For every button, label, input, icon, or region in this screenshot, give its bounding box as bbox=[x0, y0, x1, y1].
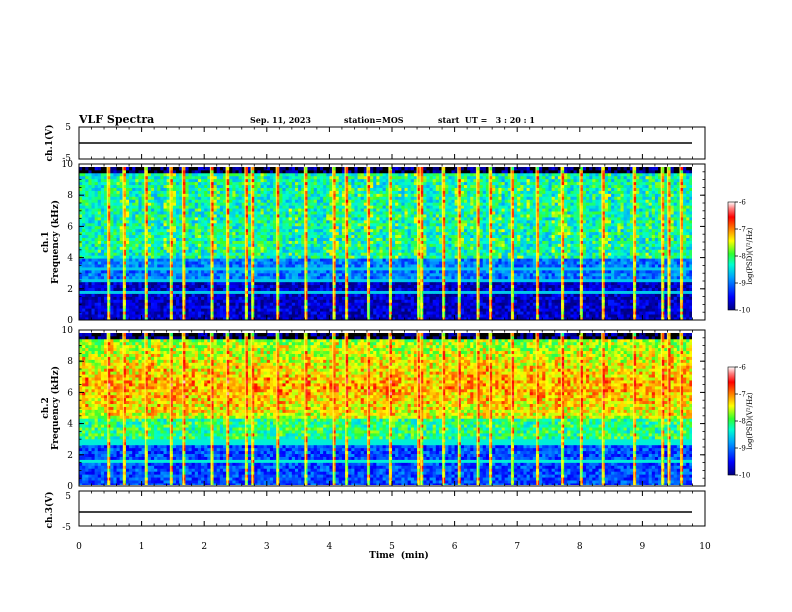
ch1-colorbar-gradient bbox=[727, 201, 736, 311]
ch1-colorbar: -6 -7 -8 -9 -10 log(PSD)(V²/Hz) bbox=[727, 199, 754, 315]
ytick-label: 6 bbox=[67, 222, 73, 232]
ytick-label: 2 bbox=[67, 285, 73, 295]
ch2-spectrogram-panel: 0 2 4 6 8 10 ch.2 Frequency (kHz) bbox=[41, 326, 706, 492]
ch2-colorbar-gradient bbox=[727, 366, 736, 476]
ch1-ytick-bottom: -5 bbox=[62, 154, 71, 164]
ch2-colorbar-label: log(PSD)(V²/Hz) bbox=[746, 392, 754, 449]
ytick-label: 8 bbox=[67, 357, 73, 367]
colorbar-tick-label: -7 bbox=[739, 226, 746, 234]
ytick-label: 10 bbox=[62, 160, 74, 170]
ch3-voltage-frame bbox=[78, 490, 706, 527]
colorbar-tick-label: -6 bbox=[739, 199, 746, 207]
xtick-label: 10 bbox=[699, 542, 711, 552]
ytick-label: 8 bbox=[67, 191, 73, 201]
xtick-label: 5 bbox=[389, 542, 395, 552]
x-axis-label: Time (min) bbox=[369, 550, 429, 561]
ch3-ytick-top: 5 bbox=[65, 492, 71, 502]
xtick-label: 3 bbox=[264, 542, 270, 552]
ytick-label: 4 bbox=[67, 254, 73, 264]
ch1-spectrogram-ylabel-channel: ch.1 bbox=[41, 231, 51, 252]
ch2-colorbar: -6 -7 -8 -9 -10 log(PSD)(V²/Hz) bbox=[727, 364, 754, 480]
colorbar-tick-label: -9 bbox=[739, 280, 746, 288]
xtick-label: 7 bbox=[514, 542, 520, 552]
xtick-label: 2 bbox=[201, 542, 207, 552]
xtick-label: 9 bbox=[640, 542, 646, 552]
colorbar-tick-label: -10 bbox=[739, 307, 750, 315]
ytick-label: 4 bbox=[67, 420, 73, 430]
start-time-label: start UT = 3 : 20 : 1 bbox=[438, 115, 535, 125]
ch1-voltage-ylabel: ch.1(V) bbox=[44, 125, 55, 162]
ch3-voltage-panel: 5 -5 ch.3(V) bbox=[44, 490, 706, 533]
colorbar-tick-label: -8 bbox=[739, 418, 746, 426]
ch2-spectrogram-image bbox=[79, 332, 692, 485]
ytick-label: 0 bbox=[67, 316, 73, 326]
colorbar-tick-label: -7 bbox=[739, 391, 746, 399]
ch1-voltage-panel: 5 -5 ch.1(V) bbox=[44, 123, 706, 164]
ch1-ytick-top: 5 bbox=[65, 123, 71, 133]
ytick-label: 2 bbox=[67, 451, 73, 461]
ch1-colorbar-label: log(PSD)(V²/Hz) bbox=[746, 227, 754, 284]
ch1-spectrogram-panel: 0 2 4 6 8 10 ch.1 Frequency (kHz) bbox=[41, 160, 706, 326]
xtick-label: 0 bbox=[76, 542, 82, 552]
ch1-spectrogram-ylabel-freq: Frequency (kHz) bbox=[50, 200, 61, 284]
x-axis: 0 1 2 3 4 5 6 7 8 9 10 bbox=[76, 127, 711, 552]
colorbar-tick-label: -10 bbox=[739, 472, 750, 480]
date-label: Sep. 11, 2023 bbox=[250, 115, 311, 125]
colorbar-tick-label: -8 bbox=[739, 253, 746, 261]
xtick-label: 6 bbox=[452, 542, 458, 552]
ch1-spectrogram-image bbox=[79, 167, 692, 320]
ytick-label: 10 bbox=[62, 326, 74, 336]
figure-title: VLF Spectra bbox=[78, 113, 154, 126]
colorbar-tick-label: -9 bbox=[739, 445, 746, 453]
xtick-label: 8 bbox=[577, 542, 583, 552]
station-label: station=MOS bbox=[344, 115, 404, 125]
ch2-spectrogram-ylabel-channel: ch.2 bbox=[41, 397, 51, 418]
xtick-label: 1 bbox=[139, 542, 145, 552]
xtick-label: 4 bbox=[327, 542, 333, 552]
ytick-label: 6 bbox=[67, 388, 73, 398]
ch3-ytick-bottom: -5 bbox=[62, 523, 71, 533]
ch3-voltage-ylabel: ch.3(V) bbox=[44, 492, 55, 529]
colorbar-tick-label: -6 bbox=[739, 364, 746, 372]
ytick-label: 0 bbox=[67, 482, 73, 492]
ch2-spectrogram-ylabel-freq: Frequency (kHz) bbox=[50, 366, 61, 450]
